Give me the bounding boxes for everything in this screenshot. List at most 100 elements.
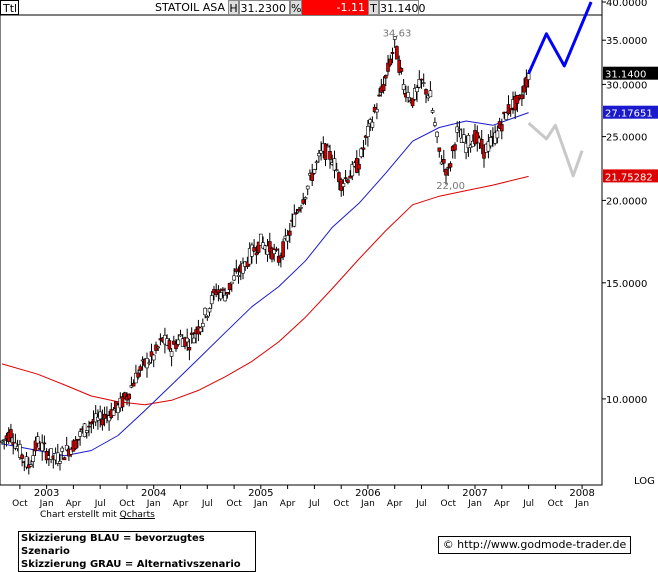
candle-body (227, 282, 232, 291)
candle-body (441, 159, 446, 164)
candle-body (272, 249, 277, 254)
candle-body (328, 151, 332, 160)
qcharts-link[interactable]: Qcharts (119, 510, 155, 520)
candle-body (225, 291, 230, 295)
candle-body (392, 36, 397, 40)
candle-body (82, 423, 87, 437)
candle-body (287, 230, 292, 236)
scenario-blue-path (527, 1, 593, 75)
candle-body (390, 51, 395, 54)
candle-body (276, 255, 281, 263)
candle-body (236, 274, 241, 277)
candle-body (466, 135, 471, 149)
candle-body (62, 457, 67, 461)
candle-body (258, 233, 263, 246)
x-axis-labels: Oct Jan Apr Jul Oct Jan Apr Jul Oct Jan Apr Jul Oct J… (12, 485, 595, 509)
candle-body (323, 143, 328, 160)
candle-body (524, 76, 529, 88)
candle-body (319, 150, 323, 154)
price-tag-bg (603, 169, 658, 183)
candle-body (102, 413, 107, 419)
candle-body (174, 343, 178, 350)
x-year-label: 2006 (355, 488, 380, 499)
candle-body (359, 148, 364, 157)
candle-body (201, 323, 205, 327)
candle-body (464, 143, 468, 153)
website-link[interactable]: © http://www.godmode-trader.de (438, 536, 631, 554)
x-year-label: 2008 (569, 488, 594, 499)
candle-body (241, 262, 245, 274)
candle-body (522, 85, 526, 93)
candle-body (495, 130, 500, 139)
chart-credit: Chart erstellt mit Qcharts (40, 510, 155, 520)
candle-body (221, 288, 225, 291)
last-label: T (368, 0, 379, 15)
candle-body (410, 97, 415, 107)
credit-prefix: Chart erstellt mit (40, 510, 117, 520)
scenario-legend: Skizzierung BLAU = bevorzugtes Szenario … (18, 531, 256, 572)
candle-body (448, 163, 453, 168)
candle-body (13, 442, 18, 449)
candle-body (198, 327, 203, 333)
ticker-label: Ttl (0, 0, 19, 15)
candle-body (216, 289, 221, 293)
candle-body (292, 213, 297, 227)
candle-body (499, 124, 504, 132)
x-month-label: Jan (574, 499, 589, 509)
candle-body (395, 46, 399, 60)
candle-body (520, 94, 524, 100)
x-month-label: Jan (253, 499, 268, 509)
x-month-label: Oct (548, 499, 564, 509)
x-year-label: 2005 (248, 488, 273, 499)
candle-body (230, 281, 234, 285)
candle-body (35, 436, 40, 444)
candle-body (526, 73, 531, 80)
candle-body (475, 132, 480, 143)
price-annotation: 34,63 (383, 28, 412, 39)
ma-short-line (1, 112, 529, 457)
candle-body (375, 109, 379, 113)
candle-body (370, 121, 375, 128)
candle-body (381, 84, 386, 91)
candle-body (167, 340, 172, 350)
x-month-label: Apr (387, 499, 403, 509)
candle-body (305, 185, 310, 190)
candle-body (192, 337, 196, 344)
y-tick-label: 15.0000 (606, 279, 647, 290)
candle-body (428, 90, 433, 98)
last-value: 31.1400 (379, 0, 426, 15)
candle-body (218, 292, 223, 300)
plot-frame (0, 14, 603, 486)
x-month-label: Apr (494, 499, 510, 509)
candle-body (417, 79, 422, 88)
candle-body (73, 439, 78, 450)
candle-body (24, 456, 29, 468)
candle-body (301, 199, 306, 204)
candle-body (89, 421, 94, 425)
candle-body (457, 128, 462, 131)
candle-body (294, 212, 299, 214)
candle-body (412, 88, 417, 100)
candle-body (368, 119, 373, 124)
candle-body (256, 241, 261, 253)
x-month-label: Apr (280, 499, 296, 509)
legend-gray: Skizzierung GRAU = Alternativszenario (21, 559, 241, 570)
candle-body (401, 84, 406, 91)
x-month-label: Oct (12, 499, 28, 509)
x-month-label: Oct (441, 499, 457, 509)
candle-body (120, 396, 125, 408)
candle-body (254, 252, 259, 256)
candle-body (350, 164, 355, 177)
candle-body (172, 340, 176, 345)
candle-body (446, 166, 451, 169)
candle-body (209, 295, 214, 305)
candle-body (366, 126, 370, 138)
candle-body (176, 339, 181, 345)
x-month-label: Jul (308, 499, 320, 509)
candle-body (377, 94, 381, 97)
candle-body (508, 108, 513, 111)
candle-body (346, 179, 350, 183)
candle-body (207, 308, 212, 313)
x-year-label: 2004 (141, 488, 166, 499)
candle-body (234, 268, 239, 272)
